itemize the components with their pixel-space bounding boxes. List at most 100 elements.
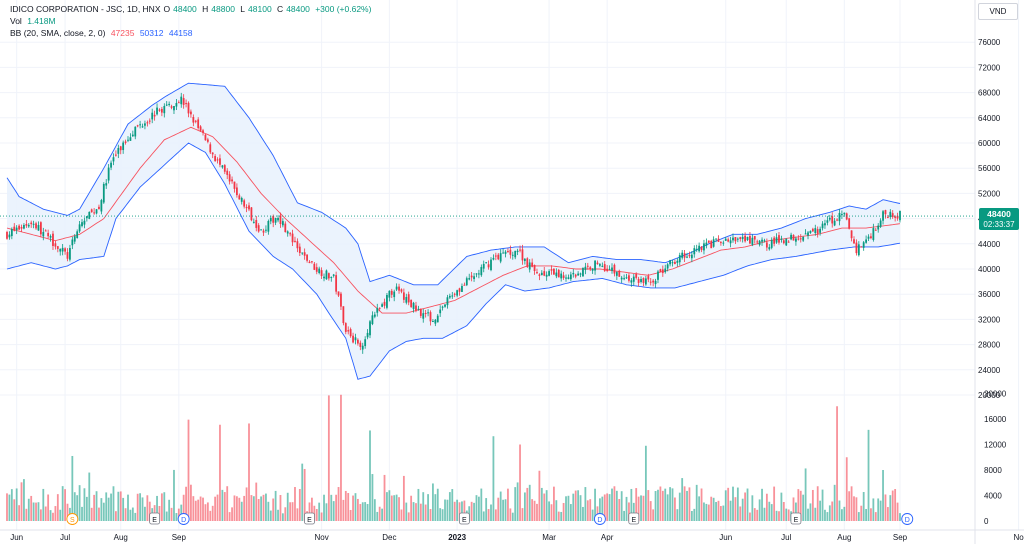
volume-bar — [122, 497, 125, 521]
time-tick-label: 2023 — [448, 533, 466, 542]
candle-body — [574, 274, 577, 277]
candle-body — [577, 273, 580, 276]
candle-body — [519, 249, 521, 251]
volume-bar — [572, 493, 575, 521]
candle-body — [265, 229, 267, 231]
currency-button[interactable]: VND — [978, 3, 1018, 20]
candle-body — [115, 154, 117, 156]
volume-bar — [284, 507, 287, 521]
candle-body — [618, 270, 621, 277]
volume-bar — [843, 506, 846, 521]
candle-body — [509, 249, 512, 255]
candle-body — [13, 226, 16, 231]
volume-bar — [819, 500, 822, 521]
volume-bar — [248, 423, 250, 521]
candle-body — [896, 215, 899, 219]
volume-bar — [567, 495, 570, 521]
volume-bar — [574, 490, 577, 521]
candle-body — [315, 267, 318, 272]
candle-body — [899, 210, 901, 221]
volume-bar — [674, 497, 676, 521]
price-tick-label: 64000 — [978, 114, 1001, 123]
candle-body — [432, 321, 434, 323]
volume-bar — [802, 494, 805, 521]
candle-body — [482, 263, 485, 269]
volume-bar — [632, 502, 635, 521]
volume-bar — [540, 487, 543, 521]
candle-body — [688, 255, 691, 257]
candle-body — [695, 249, 698, 251]
candle-body — [85, 216, 88, 219]
volume-bar — [361, 502, 364, 521]
volume-bar — [340, 394, 342, 521]
volume-bar — [584, 487, 587, 521]
candle-body — [15, 227, 18, 231]
candle-body — [56, 246, 59, 249]
candle-body — [71, 239, 74, 246]
band-fill — [7, 83, 900, 380]
candle-body — [10, 229, 13, 237]
volume-bar — [882, 470, 884, 521]
volume-bar — [809, 503, 812, 521]
candle-body — [134, 126, 137, 137]
volume-bar — [603, 494, 606, 521]
volume-bar — [105, 492, 108, 521]
candle-body — [298, 246, 301, 253]
candle-body — [221, 165, 224, 168]
volume-bar — [894, 489, 897, 521]
candle-body — [354, 337, 357, 341]
price-axis[interactable]: 7600072000680006400060000560005200048000… — [978, 38, 1007, 526]
lower-band-line — [6, 142, 901, 380]
candle-body — [889, 211, 892, 217]
candle-body — [795, 238, 797, 242]
volume-bar — [439, 508, 442, 521]
candle-body — [451, 295, 454, 297]
candle-body — [836, 219, 838, 221]
candle-body — [874, 229, 877, 231]
price-tick-label: 36000 — [978, 290, 1001, 299]
volume-bar — [180, 504, 183, 521]
candle-body — [550, 269, 553, 271]
volume-bar — [44, 506, 47, 521]
volume-bar — [269, 510, 272, 521]
candle-body — [790, 234, 792, 240]
volume-bar — [71, 455, 74, 521]
candle-body — [608, 268, 611, 270]
volume-bar — [795, 502, 797, 521]
candle-body — [591, 268, 594, 271]
candle-body — [562, 275, 565, 278]
volume-bar — [628, 502, 630, 521]
candle-body — [107, 167, 110, 181]
volume-bar — [221, 489, 224, 521]
candle-body — [90, 209, 93, 213]
volume-bar — [192, 496, 195, 521]
candle-body — [122, 142, 125, 151]
candle-body — [632, 276, 635, 282]
candle-body — [553, 268, 555, 275]
volume-bar — [156, 495, 158, 521]
candle-body — [141, 126, 144, 128]
time-axis[interactable]: Jun Jul Aug Sep Nov Dec 2023 Mar Apr Jun Jul Aug Sep… — [10, 533, 1024, 542]
volume-bar — [553, 486, 555, 521]
candle-body — [323, 276, 325, 279]
volume-bar — [243, 495, 246, 521]
volume-bar — [98, 507, 100, 521]
candle-body — [214, 156, 217, 162]
candle-body — [37, 225, 40, 231]
time-tick-label: Sep — [893, 533, 908, 542]
volume-bar — [872, 498, 875, 521]
candle-body — [799, 238, 802, 240]
volume-bar — [291, 502, 294, 521]
candle-body — [867, 236, 870, 239]
volume-bar — [889, 495, 892, 521]
volume-bar — [141, 497, 144, 521]
candle-body — [860, 246, 863, 248]
candle-body — [565, 277, 567, 279]
volume-bar — [81, 506, 83, 521]
volume-bar — [814, 507, 817, 521]
price-tick-label: 76000 — [978, 38, 1001, 47]
volume-bar — [727, 487, 730, 521]
volume-bar — [661, 490, 664, 521]
volume-bar — [199, 496, 202, 521]
